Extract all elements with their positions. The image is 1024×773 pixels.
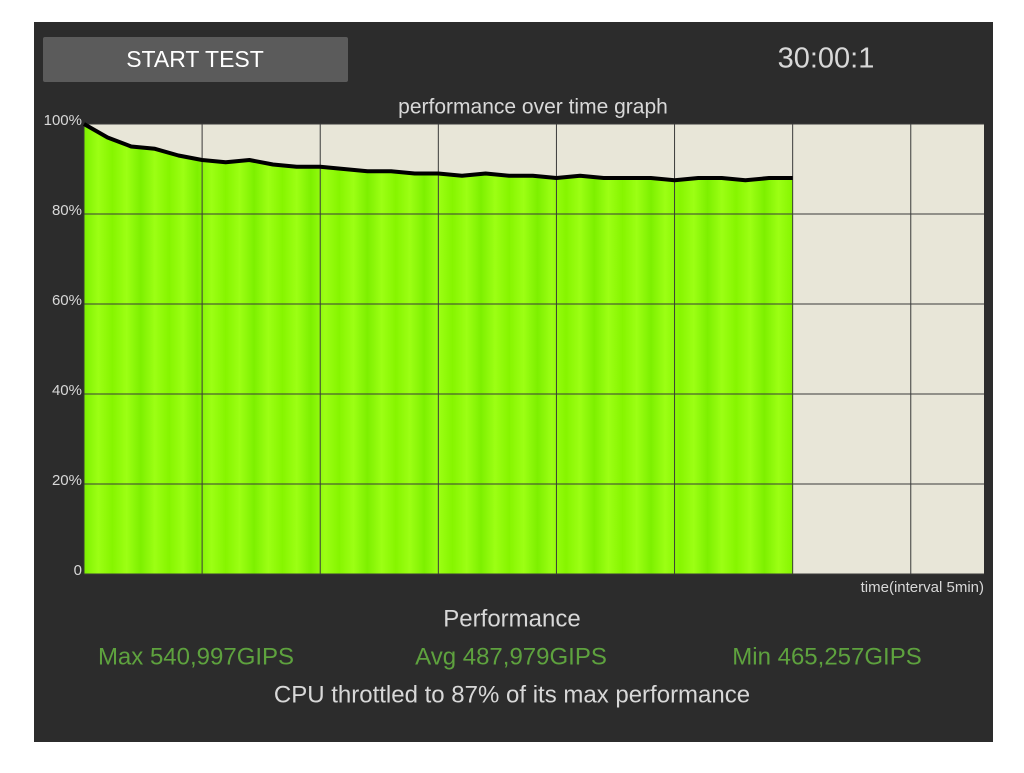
timer: 30:00:1: [778, 43, 875, 75]
y-tick-label: 80%: [52, 202, 82, 219]
performance-line: [83, 122, 793, 183]
y-tick-label: 0: [74, 562, 82, 579]
stats-heading: Performance: [443, 605, 580, 632]
stat-min: Min 465,257GIPS: [732, 643, 921, 670]
stat-max: Max 540,997GIPS: [98, 643, 294, 670]
y-tick-label: 20%: [52, 472, 82, 489]
button-label[interactable]: START TEST: [126, 46, 264, 72]
chart-title: performance over time graph: [398, 96, 668, 119]
y-tick-label: 100%: [44, 112, 82, 129]
x-axis-label: time(interval 5min): [861, 579, 984, 596]
y-tick-label: 40%: [52, 382, 82, 399]
start-button[interactable]: [43, 37, 348, 82]
stat-avg: Avg 487,979GIPS: [415, 643, 607, 670]
y-tick-label: 60%: [52, 292, 82, 309]
summary: CPU throttled to 87% of its max performa…: [274, 681, 750, 708]
